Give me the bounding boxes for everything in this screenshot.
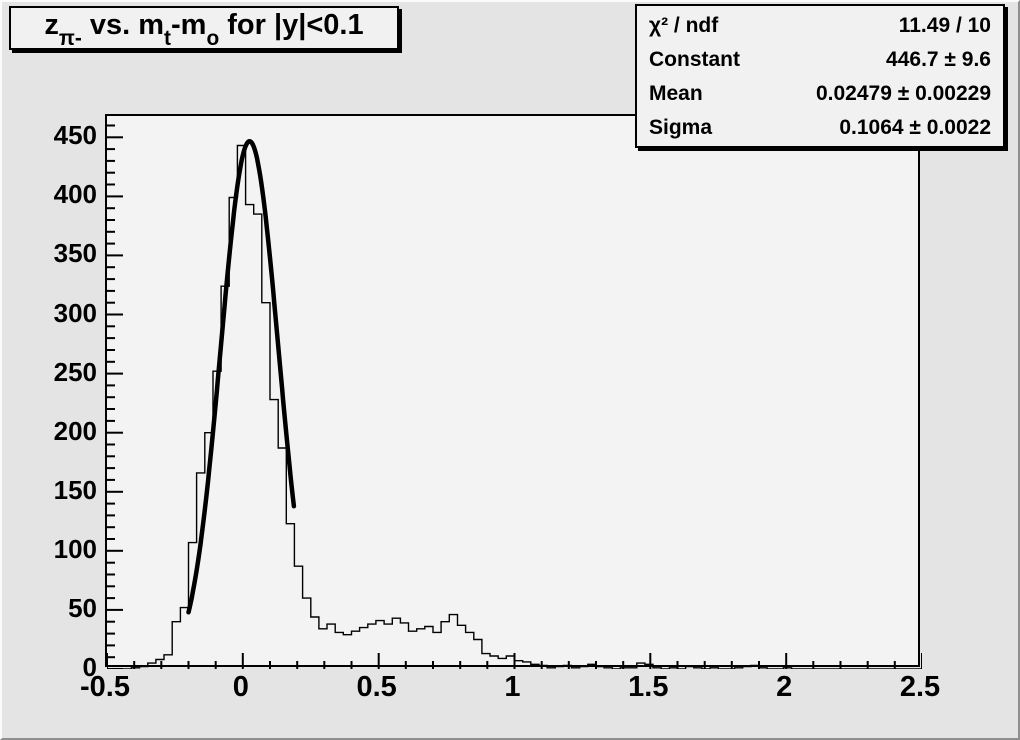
x-tick-label: 0 (232, 671, 249, 703)
x-tick-label: 0.5 (356, 671, 397, 703)
histogram-path (107, 144, 922, 669)
x-tick-label: 2.5 (899, 671, 941, 703)
title-segment: z (44, 9, 59, 42)
title-segment: t (164, 26, 171, 50)
x-tick-label: 1 (504, 671, 521, 703)
y-axis-ticks (107, 124, 123, 669)
y-tick-label: 50 (68, 592, 97, 623)
stats-row: Constant 446.7 ± 9.6 (637, 43, 1003, 77)
fit-curve-path (186, 138, 297, 615)
stats-value: 11.49 / 10 (898, 14, 991, 37)
plot-svg (107, 124, 922, 669)
stats-row: Sigma 0.1064 ± 0.0022 (637, 111, 1003, 145)
title-segment: -m (171, 9, 207, 42)
x-tick-label: -0.5 (80, 671, 130, 703)
y-tick-label: 350 (53, 238, 97, 269)
stats-label: Mean (649, 82, 703, 105)
stats-row: Mean 0.02479 ± 0.00229 (637, 77, 1003, 111)
stats-box: χ² / ndf 11.49 / 10 Constant 446.7 ± 9.6… (635, 4, 1005, 148)
stats-value: 0.1064 ± 0.0022 (839, 116, 991, 139)
y-tick-label: 150 (53, 474, 97, 505)
x-tick-label: 1.5 (628, 671, 669, 703)
stats-label: Constant (649, 48, 740, 71)
y-tick-label: 200 (53, 415, 97, 446)
plot-frame (105, 114, 922, 669)
title-text: zπ- vs. mt-mo for |y|<0.1 (44, 9, 364, 50)
title-segment: vs. m (81, 9, 165, 42)
y-tick-label: 250 (53, 356, 97, 387)
x-tick-label: 2 (776, 671, 793, 703)
stats-label: Sigma (649, 116, 713, 139)
stats-label: χ² / ndf (649, 14, 719, 37)
title-box: zπ- vs. mt-mo for |y|<0.1 (9, 6, 399, 50)
y-tick-label: 450 (53, 120, 97, 151)
stats-value: 0.02479 ± 0.00229 (815, 82, 991, 105)
stats-value: 446.7 ± 9.6 (886, 48, 991, 71)
y-tick-label: 300 (53, 297, 97, 328)
stats-row: χ² / ndf 11.49 / 10 (637, 9, 1003, 43)
title-segment: for |y|<0.1 (219, 9, 364, 42)
title-segment: o (206, 26, 220, 50)
y-tick-label: 100 (53, 533, 97, 564)
y-tick-label: 400 (53, 179, 97, 210)
y-tick-label: 0 (82, 652, 97, 682)
title-segment: π- (58, 26, 82, 50)
